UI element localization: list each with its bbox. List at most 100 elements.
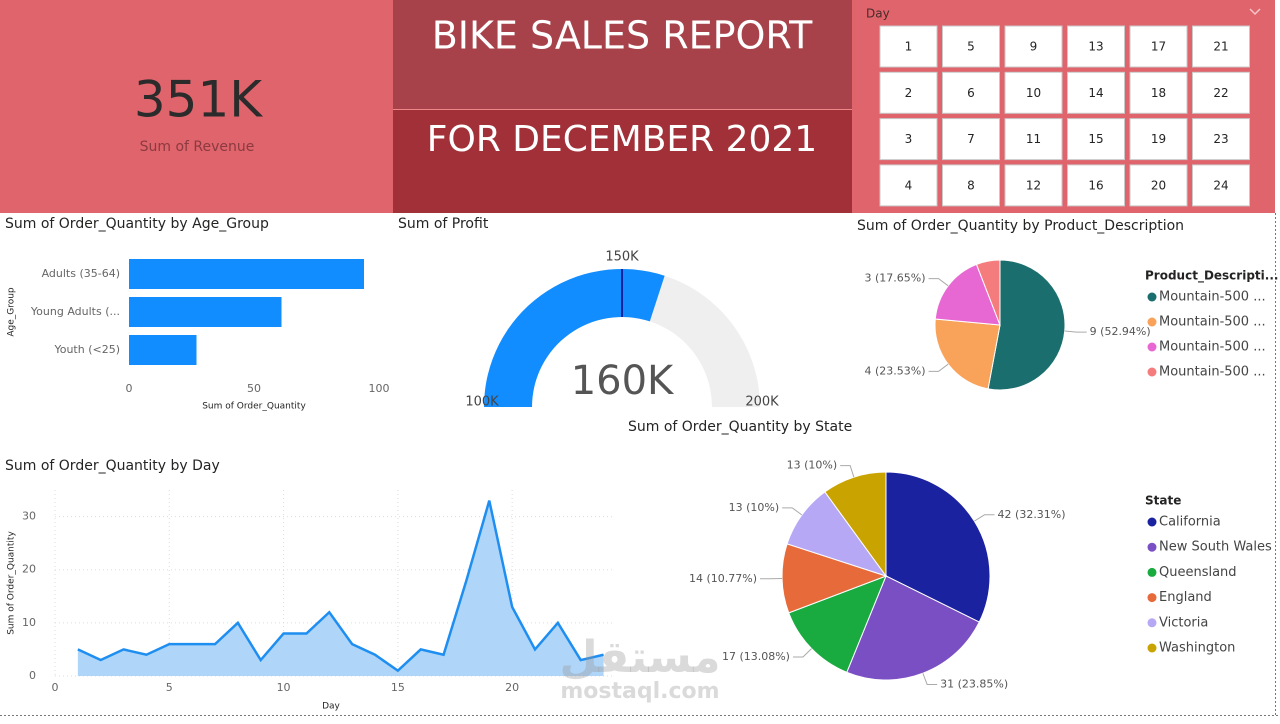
legend-entry[interactable]: Mountain-500 ... [1159,315,1266,330]
y-tick-label: Young Adults (... [30,305,120,318]
chart-title: Sum of Order_Quantity by State [628,419,852,435]
y-tick-label: 10 [22,616,36,629]
slicer-item[interactable]: 5 [967,40,975,54]
bar [129,335,197,365]
slicer-item[interactable]: 6 [967,86,975,100]
slicer-item[interactable]: 24 [1213,178,1228,192]
leader-line [782,508,802,515]
gauge-max-label: 200K [745,395,779,410]
slicer-item[interactable]: 4 [905,178,913,192]
slicer-item[interactable]: 2 [905,86,913,100]
y-tick-label: 30 [22,510,36,523]
report-title: BIKE SALES REPORT [432,14,813,58]
data-label: 3 (17.65%) [865,272,926,285]
legend-entry[interactable]: Washington [1159,641,1235,656]
data-label: 13 (10%) [787,459,838,472]
legend-entry[interactable]: Mountain-500 ... [1159,290,1266,305]
slicer-item[interactable]: 18 [1151,86,1166,100]
data-label: 13 (10%) [729,501,780,514]
leader-line [1065,331,1087,332]
legend-marker[interactable] [1148,644,1157,653]
legend-title: State [1145,494,1181,508]
slicer-item[interactable]: 7 [967,132,975,146]
gauge-value-label: 160K [571,358,675,404]
slicer-item[interactable]: 11 [1026,132,1041,146]
x-tick-label: 0 [126,382,133,395]
legend-marker[interactable] [1148,343,1157,352]
report-subtitle: FOR DECEMBER 2021 [427,119,817,160]
legend-entry[interactable]: California [1159,515,1221,530]
slicer-item[interactable]: 14 [1088,86,1103,100]
slicer-item[interactable]: 1 [905,40,913,54]
y-tick-label: Adults (35-64) [42,267,120,280]
x-tick-label: 5 [166,681,173,694]
data-label: 14 (10.77%) [689,572,757,585]
y-axis-label: Age_Group [7,287,17,337]
y-tick-label: 20 [22,563,36,576]
x-tick-label: 10 [277,681,291,694]
slicer-item[interactable]: 19 [1151,132,1166,146]
x-tick-label: 15 [391,681,405,694]
data-label: 4 (23.53%) [865,364,926,377]
y-tick-label: Youth (<25) [53,343,120,356]
y-tick-label: 0 [29,669,36,682]
gauge-min-label: 100K [465,395,499,410]
slicer-item[interactable]: 8 [967,178,975,192]
data-label: 17 (13.08%) [722,650,790,663]
y-axis-label: Sum of Order_Quantity [7,531,17,635]
chart-title: Sum of Profit [398,216,489,232]
legend-marker[interactable] [1148,543,1157,552]
leader-line [929,279,949,286]
pie-slice [935,319,1000,389]
legend-entry[interactable]: Victoria [1159,615,1208,630]
legend-marker[interactable] [1148,593,1157,602]
slicer-item[interactable]: 21 [1213,40,1228,54]
legend-marker[interactable] [1148,293,1157,302]
leader-line [974,515,994,521]
leader-line [840,466,854,477]
bar [129,259,364,289]
x-tick-label: 100 [369,382,390,395]
legend-marker[interactable] [1148,618,1157,627]
kpi-label: Sum of Revenue [140,139,255,155]
legend-marker[interactable] [1148,318,1157,327]
chart-title: Sum of Order_Quantity by Product_Descrip… [857,218,1184,234]
gauge-target-label: 150K [605,250,639,265]
leader-line [929,364,949,371]
legend-entry[interactable]: England [1159,590,1212,605]
slicer-item[interactable]: 9 [1030,40,1038,54]
legend-entry[interactable]: New South Wales [1159,540,1272,555]
chart-title: Sum of Order_Quantity by Day [5,458,220,474]
x-tick-label: 20 [505,681,519,694]
slicer-item[interactable]: 10 [1026,86,1041,100]
slicer-item[interactable]: 16 [1088,178,1103,192]
slicer-item[interactable]: 15 [1088,132,1103,146]
watermark: مستقل [560,632,721,683]
slicer-item[interactable]: 3 [905,132,913,146]
slicer-item[interactable]: 22 [1213,86,1228,100]
leader-line [923,673,937,684]
slicer-item[interactable]: 17 [1151,40,1166,54]
leader-line [793,649,812,657]
legend-marker[interactable] [1148,518,1157,527]
bar [129,297,282,327]
legend-title: Product_Descripti... [1145,269,1278,284]
chart-title: Sum of Order_Quantity by Age_Group [5,216,269,232]
data-label: 9 (52.94%) [1090,325,1151,338]
slicer-title: Day [866,7,890,21]
data-label: 31 (23.85%) [940,677,1008,690]
legend-marker[interactable] [1148,568,1157,577]
legend-entry[interactable]: Mountain-500 ... [1159,340,1266,355]
x-tick-label: 50 [247,382,261,395]
legend-entry[interactable]: Queensland [1159,565,1237,580]
watermark: mostaql.com [560,679,719,704]
slicer-item[interactable]: 20 [1151,178,1166,192]
x-tick-label: 0 [52,681,59,694]
slicer-item[interactable]: 23 [1213,132,1228,146]
legend-entry[interactable]: Mountain-500 ... [1159,365,1266,380]
legend-marker[interactable] [1148,368,1157,377]
slicer-item[interactable]: 13 [1088,40,1103,54]
slicer-item[interactable]: 12 [1026,178,1041,192]
kpi-value: 351K [134,71,263,129]
